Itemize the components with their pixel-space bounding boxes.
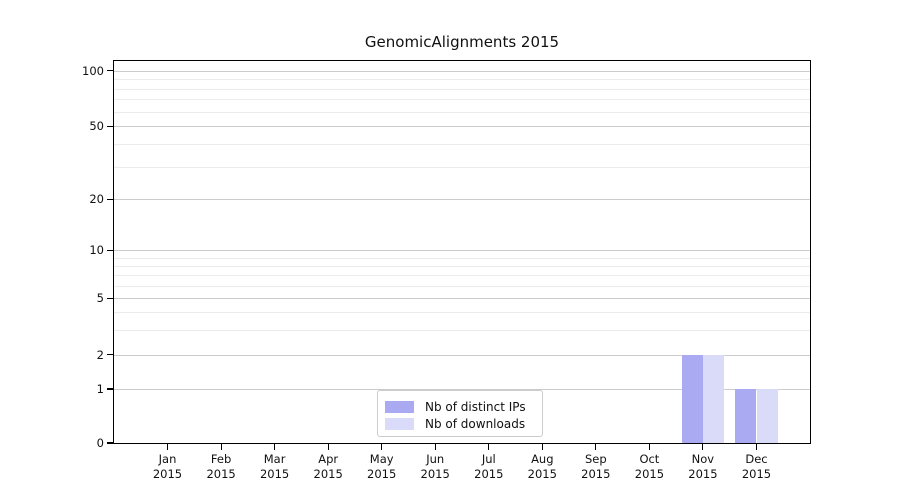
x-tick-label: May 2015	[367, 452, 397, 481]
gridline-minor	[114, 311, 810, 313]
gridline-minor	[114, 144, 810, 146]
x-tick-mark	[220, 444, 222, 450]
legend-label-downloads: Nb of downloads	[425, 416, 526, 431]
y-tick-mark	[107, 442, 113, 444]
y-tick-mark	[107, 70, 113, 72]
x-tick-mark	[434, 444, 436, 450]
x-tick-mark	[648, 444, 650, 450]
gridline-minor	[114, 111, 810, 113]
bar-distinct-ips	[735, 389, 757, 443]
x-tick-mark	[595, 444, 597, 450]
x-tick-label: Oct 2015	[634, 452, 665, 481]
x-tick-mark	[488, 444, 490, 450]
gridline-minor	[114, 257, 810, 259]
x-tick-label: Nov 2015	[688, 452, 718, 481]
x-tick-mark	[274, 444, 276, 450]
x-tick-label: Sep 2015	[581, 452, 611, 481]
gridline-minor	[114, 329, 810, 331]
y-tick-label: 2	[96, 347, 104, 362]
bar-downloads	[702, 354, 725, 443]
y-tick-label: 50	[89, 119, 104, 134]
gridline-major	[114, 298, 810, 300]
gridline-major	[114, 389, 810, 390]
gridline-major	[114, 354, 810, 356]
y-tick-label: 20	[89, 192, 104, 207]
y-tick-label: 5	[96, 291, 104, 306]
x-tick-mark	[702, 444, 704, 450]
x-tick-mark	[166, 444, 169, 450]
gridline-major	[114, 199, 810, 201]
bar-downloads	[756, 389, 778, 443]
x-tick-label: Jul 2015	[474, 452, 504, 481]
x-tick-label: Dec 2015	[741, 452, 772, 481]
y-tick-label: 1	[96, 382, 104, 396]
y-tick-mark	[107, 125, 113, 127]
gridline-minor	[114, 274, 810, 276]
gridline-minor	[114, 88, 810, 90]
gridline-minor	[114, 265, 810, 267]
x-tick-label: Mar 2015	[259, 452, 290, 481]
x-tick-mark	[327, 444, 329, 450]
legend-label-distinct-ips: Nb of distinct IPs	[425, 399, 526, 414]
y-tick-mark	[107, 249, 113, 251]
y-tick-label: 100	[82, 63, 104, 78]
plot-area: 0 1 2 5 10 20 50 100 Jan 2015 Feb 2015 Mar 2015 Apr…	[82, 60, 811, 481]
x-tick-mark	[755, 444, 758, 450]
legend-swatch-downloads	[385, 417, 414, 430]
legend: Nb of distinct IPs Nb of downloads	[377, 390, 543, 437]
y-tick-mark	[107, 354, 113, 356]
y-tick-mark	[107, 297, 113, 299]
gridline-major	[114, 250, 810, 252]
x-tick-label: Aug 2015	[527, 452, 557, 481]
gridline-minor	[114, 99, 810, 101]
gridline-minor	[114, 285, 810, 287]
chart-title: GenomicAlignments 2015	[364, 33, 560, 51]
legend-item-distinct-ips: Nb of distinct IPs	[385, 398, 542, 415]
legend-swatch-distinct-ips	[385, 400, 414, 413]
gridline-minor	[114, 79, 810, 81]
bar-distinct-ips	[681, 354, 703, 443]
x-tick-label: Feb 2015	[206, 452, 236, 481]
gridline-major	[114, 126, 810, 128]
y-tick-label: 10	[89, 243, 104, 258]
gridline-minor	[114, 167, 810, 169]
x-tick-mark	[541, 444, 543, 450]
legend-item-downloads: Nb of downloads	[385, 415, 542, 432]
x-tick-label: Jan 2015	[152, 452, 183, 481]
y-tick-label: 0	[96, 436, 104, 450]
gridline-major	[114, 70, 810, 72]
y-tick-mark	[107, 388, 113, 390]
x-tick-mark	[381, 444, 383, 450]
x-tick-label: Apr 2015	[313, 452, 343, 481]
y-tick-mark	[107, 198, 113, 200]
x-tick-label: Jun 2015	[420, 452, 450, 481]
